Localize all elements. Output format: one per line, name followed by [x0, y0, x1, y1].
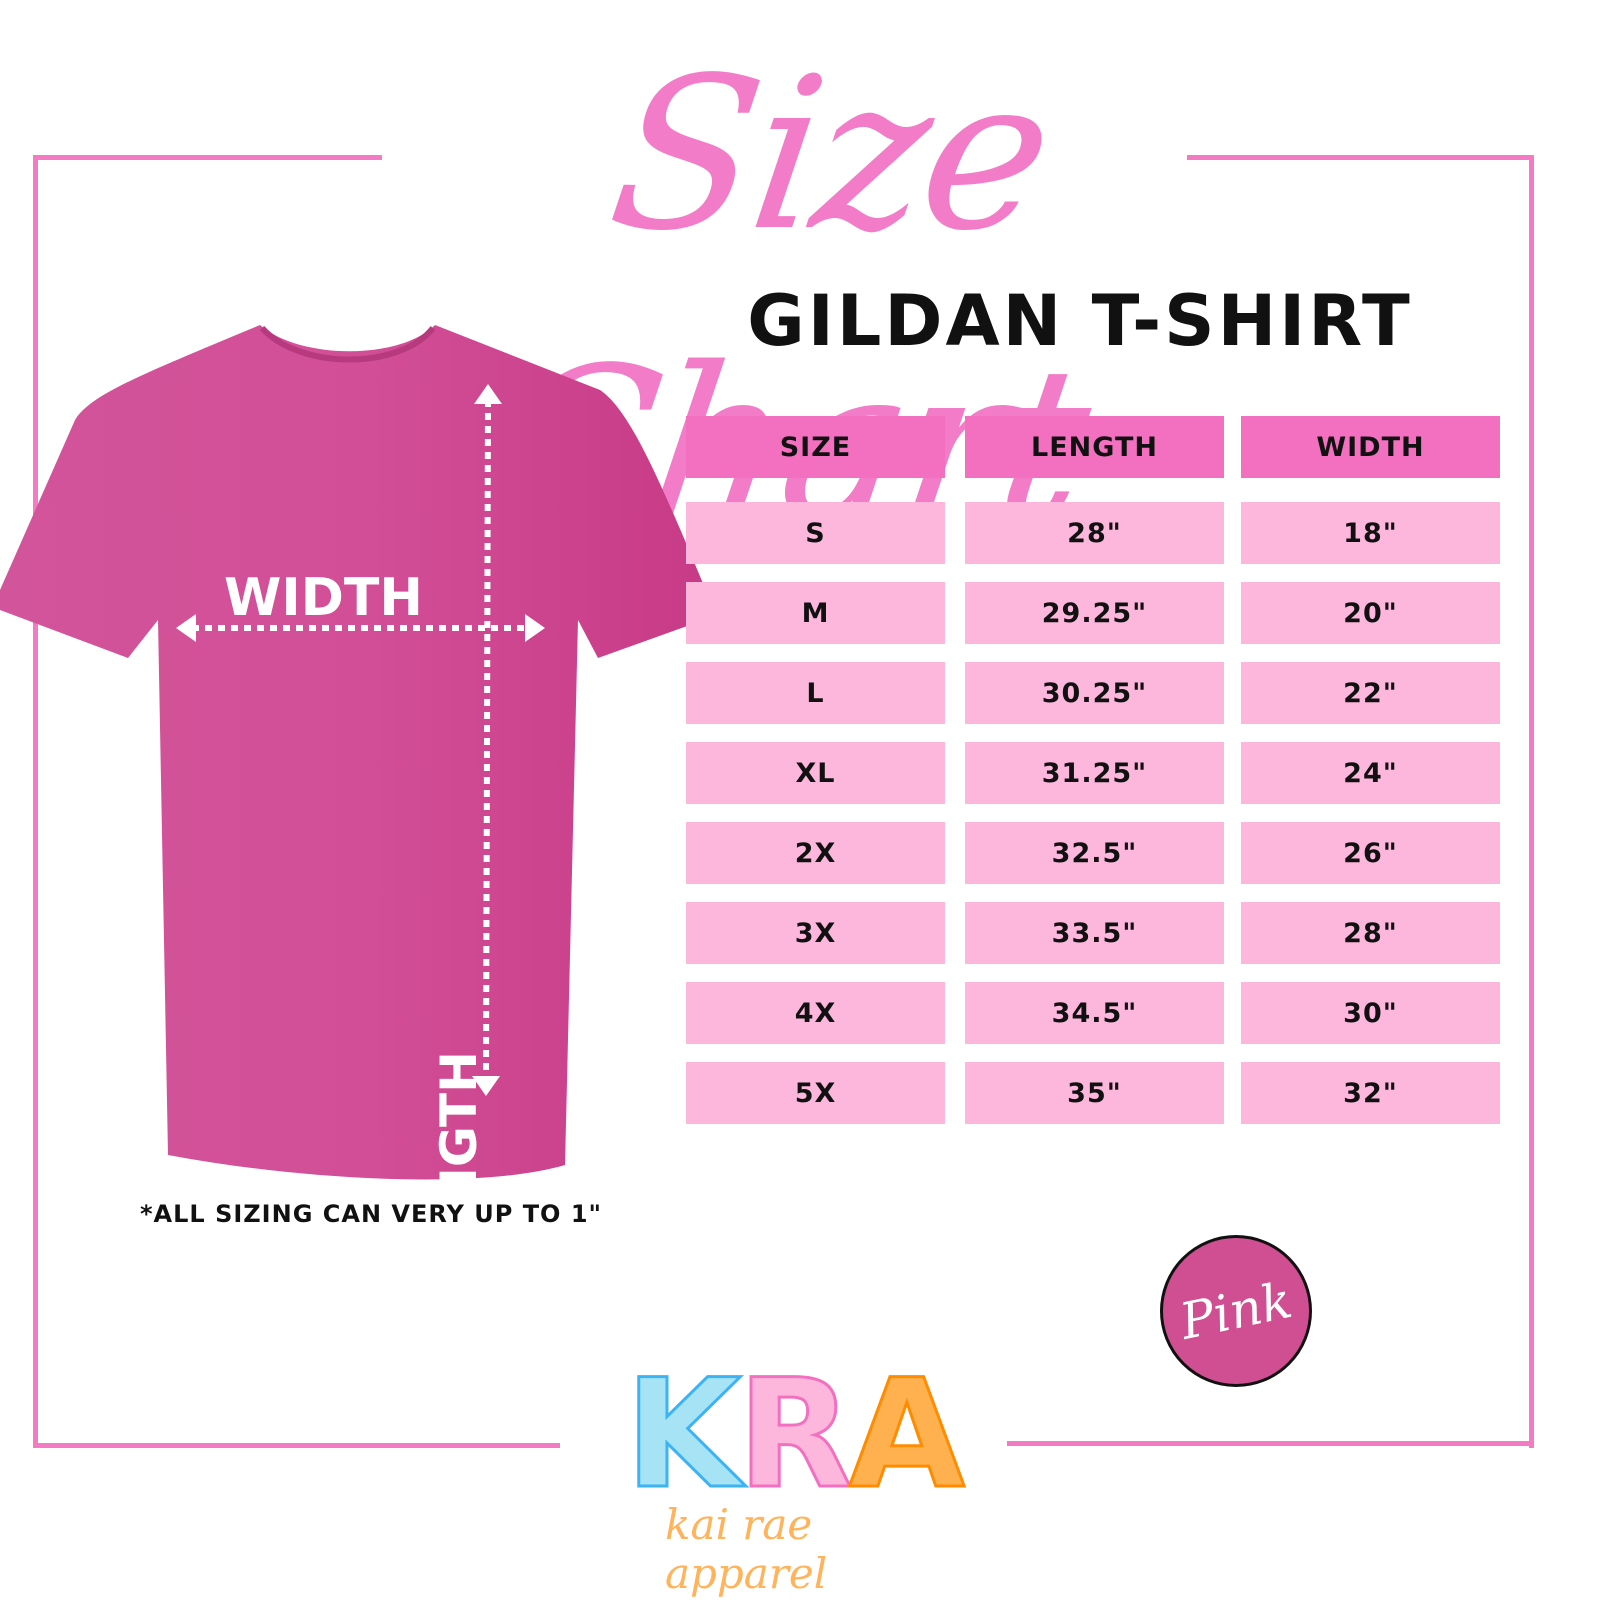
table-cell: M	[686, 582, 945, 644]
table-cell: 26"	[1241, 822, 1500, 884]
table-cell: 30"	[1241, 982, 1500, 1044]
frame-left	[33, 155, 38, 1448]
table-cell: 35"	[965, 1062, 1224, 1124]
column-header-size: SIZE	[686, 416, 945, 478]
table-cell: 33.5"	[965, 902, 1224, 964]
tshirt-body	[0, 325, 712, 1180]
frame-top-left	[35, 155, 382, 160]
length-label: LENGTH	[430, 1051, 488, 1180]
color-name: Pink	[1175, 1270, 1297, 1352]
table-cell: 32"	[1241, 1062, 1500, 1124]
page-title: Size Chart	[479, 32, 1099, 567]
table-cell: XL	[686, 742, 945, 804]
frame-bottom-right	[1007, 1441, 1534, 1446]
table-cell: L	[686, 662, 945, 724]
table-cell: 22"	[1241, 662, 1500, 724]
table-cell: 30.25"	[965, 662, 1224, 724]
frame-right	[1529, 155, 1534, 1448]
table-cell: 34.5"	[965, 982, 1224, 1044]
width-label: WIDTH	[224, 568, 423, 628]
table-cell: 2X	[686, 822, 945, 884]
brand-logo: KRA kai rae apparel	[623, 1359, 966, 1599]
frame-top-right	[1187, 155, 1534, 160]
logo-letter-r: R	[736, 1348, 854, 1522]
product-subtitle: GILDAN T-SHIRT	[747, 280, 1413, 362]
table-cell: 29.25"	[965, 582, 1224, 644]
table-cell: 3X	[686, 902, 945, 964]
table-cell: 24"	[1241, 742, 1500, 804]
table-cell: 28"	[1241, 902, 1500, 964]
table-cell: 5X	[686, 1062, 945, 1124]
column-header-length: LENGTH	[965, 416, 1224, 478]
frame-bottom-left	[33, 1443, 560, 1448]
sizing-note: *ALL SIZING CAN VERY UP TO 1"	[140, 1200, 603, 1228]
table-cell: S	[686, 502, 945, 564]
column-header-width: WIDTH	[1241, 416, 1500, 478]
tshirt-illustration: WIDTH LENGTH	[0, 325, 712, 1180]
table-cell: 28"	[965, 502, 1224, 564]
table-cell: 4X	[686, 982, 945, 1044]
length-arrow	[483, 399, 491, 1081]
table-cell: 31.25"	[965, 742, 1224, 804]
table-cell: 18"	[1241, 502, 1500, 564]
logo-letter-k: K	[623, 1348, 742, 1522]
logo-letter-a: A	[847, 1348, 966, 1522]
logo-tagline: kai rae apparel	[665, 1500, 828, 1598]
color-badge: Pink	[1160, 1235, 1312, 1387]
table-cell: 20"	[1241, 582, 1500, 644]
table-cell: 32.5"	[965, 822, 1224, 884]
